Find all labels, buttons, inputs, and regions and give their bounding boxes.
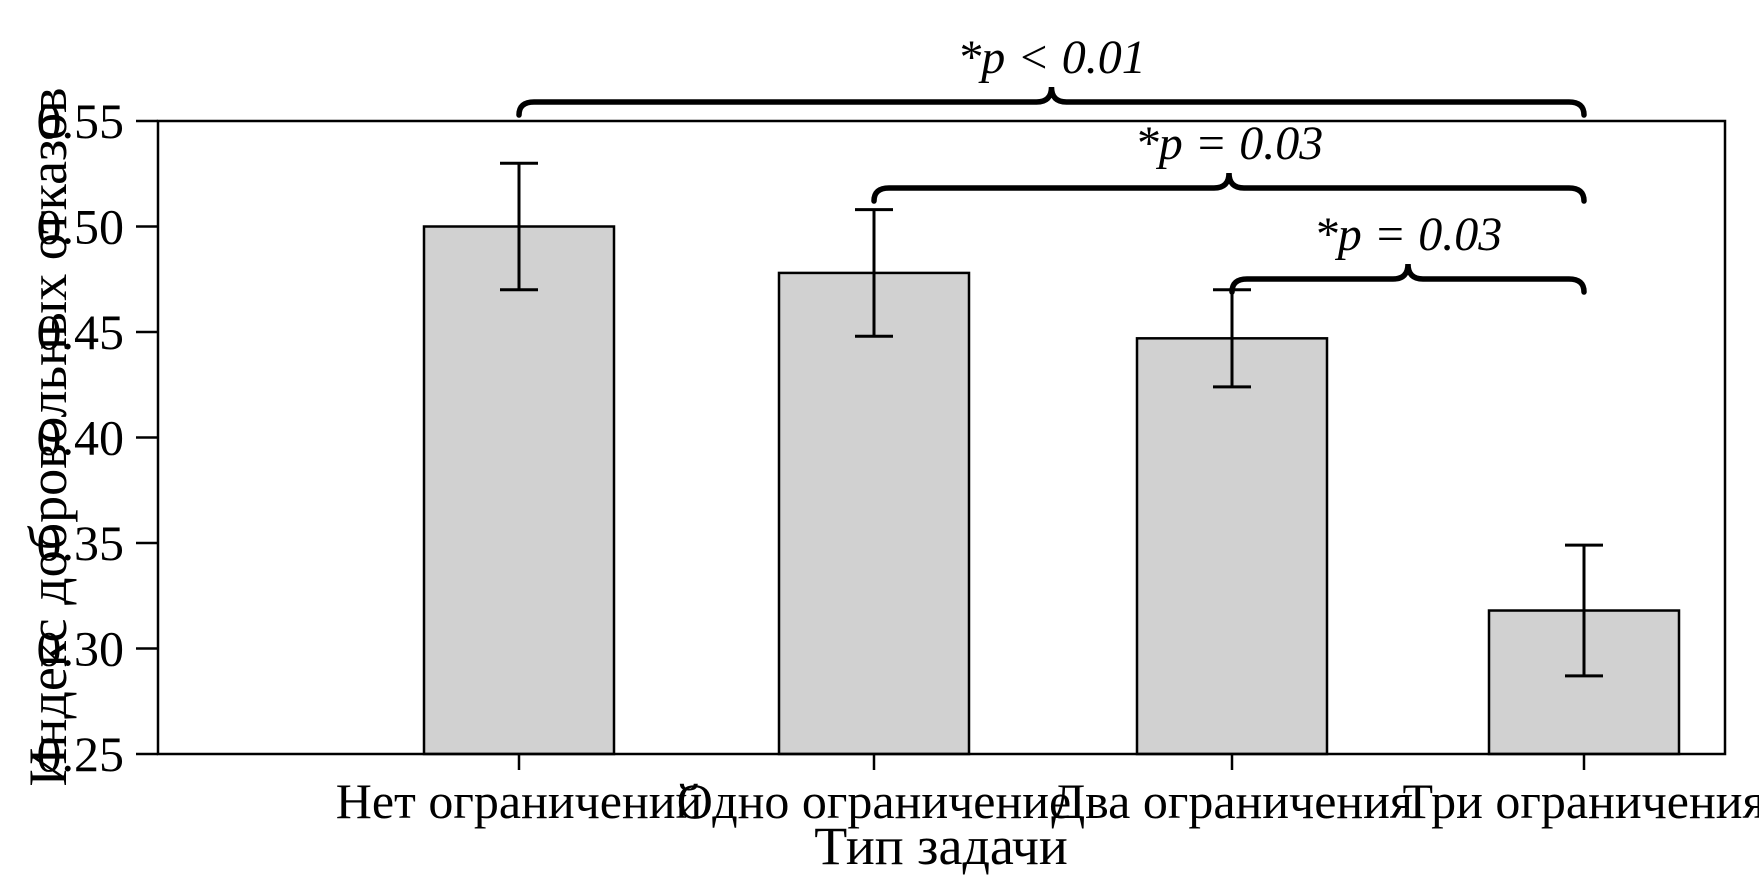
y-tick-label-3: 0.40 [37,410,125,466]
significance-label-2: *p = 0.03 [1314,208,1502,261]
x-tick-label-2: Два ограничения [1051,773,1413,829]
x-tick-label-0: Нет ограничений [336,773,702,829]
significance-bracket-1 [871,172,1587,204]
bar-0 [422,225,616,756]
bar-2 [1135,337,1329,756]
y-tick-label-5: 0.50 [37,199,125,255]
y-tick-label-6: 0.55 [37,93,125,149]
error-bar-1 [855,208,893,338]
significance-label-1: *p = 0.03 [1135,117,1323,170]
y-tick-label-4: 0.45 [37,304,125,360]
y-tick-label-2: 0.35 [37,515,125,571]
error-bar-3 [1565,543,1603,678]
error-bar-0 [500,161,538,292]
y-tick-label-0: 0.25 [37,726,125,782]
x-tick-label-1: Одно ограничение [677,773,1071,829]
x-axis-title: Тип задачи [814,816,1068,876]
significance-bracket-0 [516,86,1587,118]
bar-1 [777,271,971,756]
significance-bracket-2 [1229,263,1587,295]
y-axis-title: Индекс добровольных отказов [18,87,78,786]
y-tick-label-1: 0.30 [37,621,125,677]
x-tick-label-3: Три ограничения [1403,773,1759,829]
plot-layer: 0.25 0.30 0.35 0.40 0.45 0.50 0.55 Нет ограниче… [37,31,1759,829]
significance-label-0: *p < 0.01 [957,31,1145,84]
